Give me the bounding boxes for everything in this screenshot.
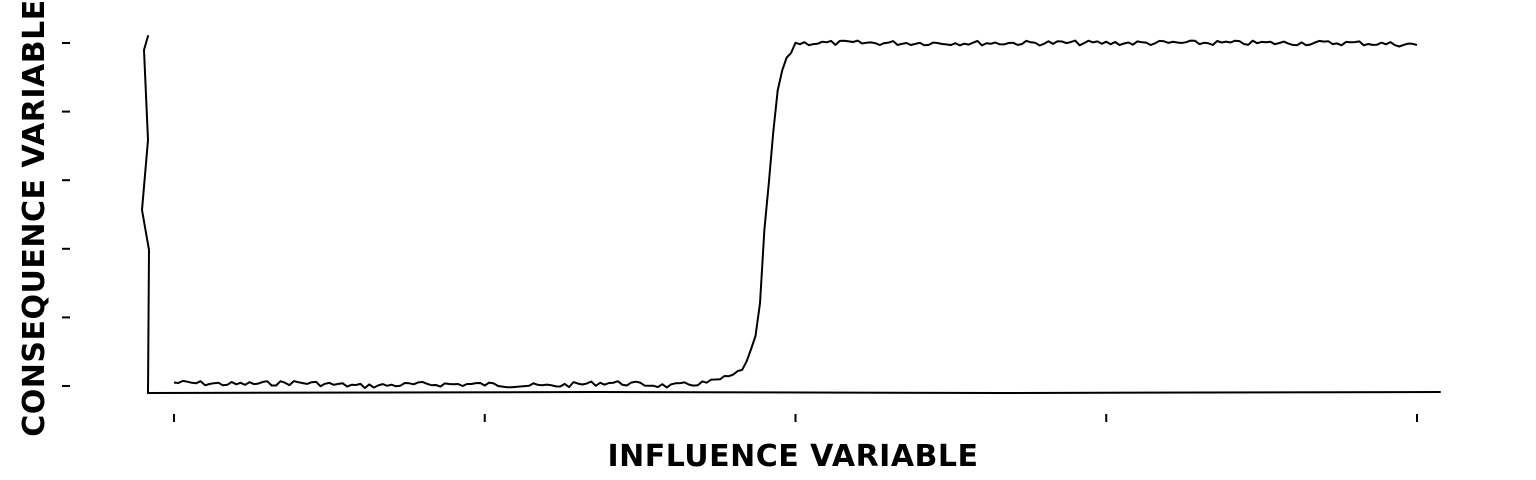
- x-axis-label: INFLUENCE VARIABLE: [607, 439, 978, 474]
- y-axis-label: CONSEQUENCE VARIABLE: [17, 0, 52, 437]
- y-axis-line: [140, 35, 151, 394]
- axes: [62, 35, 1441, 422]
- y-ticks: [62, 42, 70, 387]
- series-layer: [173, 39, 1418, 389]
- series-line-0: [173, 39, 1418, 389]
- x-ticks: [173, 414, 1418, 422]
- x-axis-line: [147, 390, 1441, 395]
